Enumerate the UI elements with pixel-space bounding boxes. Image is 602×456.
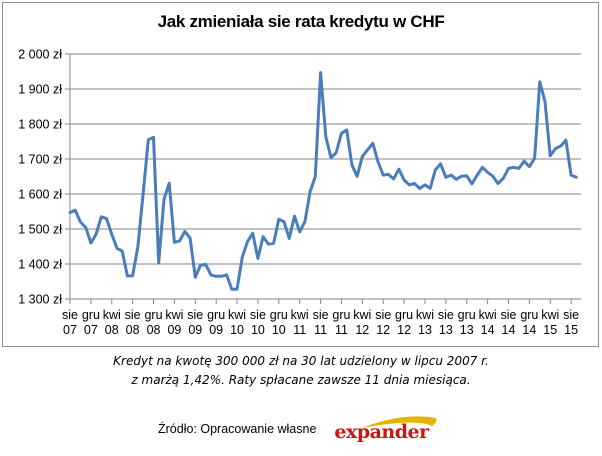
x-tick-label: sie [187,308,203,322]
x-tick-label: kwi [291,308,309,322]
x-tick-label: sie [62,308,78,322]
x-tick-label: kwi [541,308,559,322]
x-tick-label: 12 [397,323,411,337]
x-tick-label: 13 [439,323,453,337]
x-tick-label: sie [500,308,516,322]
source-row: Źródło: Opracowanie własne expander [158,414,444,444]
x-tick-label: kwi [479,308,497,322]
x-tick-label: 11 [314,323,327,337]
logo-arc-icon [362,416,437,428]
y-tick-label: 1 400 zł [18,258,62,272]
x-tick-label: 10 [251,323,265,337]
gridlines [70,53,581,265]
x-tick-label: gru [270,308,288,322]
source-text: Źródło: Opracowanie własne [158,422,317,436]
x-tick-label: 12 [355,323,369,337]
x-tick-label: gru [207,308,225,322]
note-line-2: z marżą 1,42%. Raty spłacane zawsze 11 d… [131,373,471,387]
x-tick-label: gru [520,308,538,322]
x-tick-label: 09 [167,323,181,337]
x-tick-label: 08 [105,323,119,337]
x-tick-label: 11 [293,323,306,337]
x-tick-label: 10 [272,323,286,337]
x-tick-label: kwi [228,308,246,322]
y-axis: 1 300 zł 1 400 zł 1 500 zł 1 600 zł 1 700 zł… [18,48,71,307]
x-tick-label: 07 [63,323,77,337]
x-tick-label: 12 [376,323,390,337]
y-tick-label: 1 600 zł [18,188,62,202]
x-tick-label: 09 [209,323,223,337]
x-tick-label: kwi [103,308,121,322]
x-axis: sie07gru07kwi08sie08gru08kwi09sie09gru09… [62,298,581,337]
note-line-1: Kredyt na kwotę 300 000 zł na 30 lat udz… [113,354,489,368]
x-tick-label: gru [82,308,100,322]
chart-title: Jak zmieniała sie rata kredytu w CHF [157,12,445,31]
expander-logo: expander [332,414,444,444]
x-tick-label: 11 [335,323,348,337]
x-tick-label: kwi [353,308,371,322]
x-tick-label: sie [125,308,141,322]
x-tick-label: 10 [230,323,244,337]
x-tick-label: 15 [543,323,557,337]
x-tick-label: 08 [126,323,140,337]
x-tick-label: sie [563,308,579,322]
x-tick-label: gru [395,308,413,322]
y-tick-label: 1 900 zł [18,83,62,97]
x-tick-label: 14 [502,323,516,337]
x-tick-label: sie [438,308,454,322]
x-tick-label: gru [332,308,350,322]
x-tick-label: 13 [460,323,474,337]
x-tick-label: 08 [147,323,161,337]
x-tick-label: 09 [188,323,202,337]
x-tick-label: 13 [418,323,432,337]
chart-frame [2,2,599,347]
x-tick-label: 07 [84,323,98,337]
series-line [68,71,578,291]
x-tick-label: sie [375,308,391,322]
x-tick-label: gru [144,308,162,322]
x-tick-label: sie [250,308,266,322]
x-tick-label: kwi [416,308,434,322]
y-tick-label: 1 800 zł [18,118,62,132]
x-tick-label: 14 [522,323,536,337]
x-tick-label: kwi [165,308,183,322]
y-tick-label: 1 500 zł [18,223,62,237]
x-tick-label: sie [313,308,329,322]
y-tick-label: 2 000 zł [18,48,62,62]
x-tick-label: 15 [564,323,578,337]
line-chart: 1 300 zł 1 400 zł 1 500 zł 1 600 zł 1 700 zł… [18,48,581,337]
x-tick-label: 14 [481,323,495,337]
y-tick-label: 1 300 zł [18,293,62,307]
x-tick-label: gru [458,308,476,322]
chart-note: Kredyt na kwotę 300 000 zł na 30 lat udz… [0,352,602,390]
logo-text: expander [334,421,429,443]
y-tick-label: 1 700 zł [18,153,62,167]
